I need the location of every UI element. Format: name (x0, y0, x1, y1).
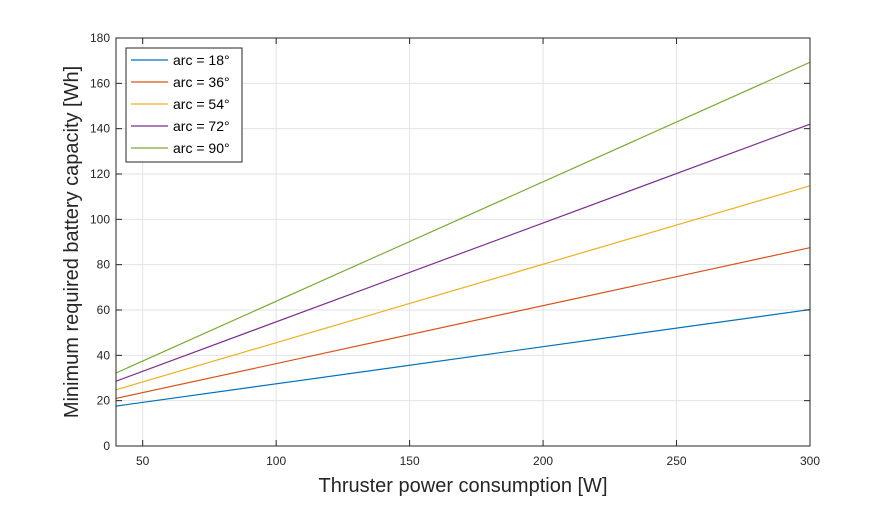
x-axis-label: Thruster power consumption [W] (319, 475, 608, 497)
legend-label: arc = 72° (173, 118, 230, 134)
y-tick-label: 100 (90, 212, 110, 226)
y-tick-label: 20 (97, 394, 111, 408)
series-line-1 (115, 308, 811, 407)
y-tick-label: 180 (90, 31, 110, 45)
x-tick-label: 100 (266, 454, 286, 468)
legend-label: arc = 18° (173, 52, 230, 68)
plot-area-frame (115, 37, 811, 447)
legend: arc = 18° arc = 36° arc = 54° arc = 72° arc … (125, 47, 243, 163)
x-tick-label: 150 (400, 454, 420, 468)
series-line-3 (115, 185, 811, 391)
x-tick-label: 300 (800, 454, 820, 468)
y-tick-label: 0 (103, 439, 110, 453)
y-tick-label: 40 (97, 348, 111, 362)
series-line-5 (115, 61, 811, 374)
y-tick-label: 60 (97, 303, 111, 317)
legend-label: arc = 90° (173, 140, 230, 156)
y-tick-label: 160 (90, 76, 110, 90)
x-tick-label: 250 (667, 454, 687, 468)
axis-ticks: 50 100 150 200 250 300 0 20 40 60 80 100 120 140 160 18… (90, 31, 820, 468)
y-tick-label: 120 (90, 167, 110, 181)
series-lines (115, 61, 811, 407)
legend-box (125, 47, 243, 163)
x-tick-label: 50 (136, 454, 150, 468)
legend-label: arc = 54° (173, 96, 230, 112)
y-tick-label: 140 (90, 122, 110, 136)
x-tick-label: 200 (533, 454, 553, 468)
legend-label: arc = 36° (173, 74, 230, 90)
y-tick-label: 80 (97, 258, 111, 272)
series-line-4 (115, 123, 811, 382)
y-axis-label: Minimum required battery capacity [Wh] (61, 66, 83, 418)
series-line-2 (115, 247, 811, 399)
